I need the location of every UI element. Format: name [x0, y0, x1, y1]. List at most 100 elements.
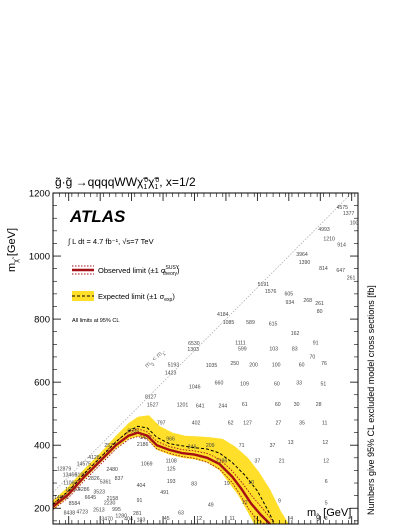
cross-section-value: 797: [157, 421, 166, 427]
cross-section-value: 491: [160, 490, 169, 496]
cross-section-value: 1423: [165, 370, 177, 376]
cross-section-value: 1035: [206, 363, 218, 369]
y-tick-label: 800: [34, 315, 50, 326]
cross-section-value: 14575: [77, 462, 92, 468]
cross-section-value: 6645: [85, 495, 97, 501]
cross-section-value: 12879: [57, 466, 72, 472]
chart-title: g̃·g̃ →qqqqWWχ̃10χ̃10, x=1/2: [55, 175, 196, 191]
cross-section-value: 63: [178, 511, 184, 517]
cross-section-value: 1280: [115, 513, 127, 519]
cross-section-value: 2186: [216, 459, 228, 465]
cross-section-value: 100: [272, 362, 281, 368]
cross-section-value: 647: [336, 268, 345, 274]
legend-expected: Expected limit (±1 σexp): [98, 292, 175, 303]
cross-section-value: 21: [279, 459, 285, 465]
cross-section-value: 934: [285, 300, 294, 306]
cross-section-value: 4128: [88, 455, 100, 461]
cross-section-value: 3470: [101, 517, 113, 523]
cross-section-value: 5191: [258, 282, 270, 288]
cross-section-value: 2573: [104, 443, 116, 449]
cross-section-value: 19: [224, 481, 230, 487]
cross-section-value: 37: [255, 459, 261, 465]
cross-section-value: 404: [137, 483, 146, 489]
cross-section-value: 51: [321, 381, 327, 387]
legend-observed: Observed limit (±1 σSUSY theory): [98, 265, 180, 277]
cross-section-value: 244: [218, 403, 227, 409]
cross-section-value: 80: [317, 309, 323, 315]
cross-section-value: 914: [337, 243, 346, 249]
cross-section-value: 1046: [189, 384, 201, 390]
cross-section-value: 9: [278, 499, 281, 505]
cross-section-value: 1007: [350, 221, 362, 227]
cross-section-value: 5: [325, 501, 328, 507]
cross-section-value: 6530: [188, 341, 200, 347]
y-tick-label: 600: [34, 378, 50, 389]
y-tick-label: 1000: [29, 252, 50, 263]
cross-section-value: 11: [230, 516, 235, 522]
cross-section-value: 13: [288, 440, 294, 446]
cross-section-value: 109: [240, 381, 249, 387]
cross-section-value: 1483: [140, 435, 152, 441]
cross-section-value: 8584: [69, 501, 81, 507]
cross-section-value: 261: [315, 301, 324, 307]
cross-section-value: 1069: [141, 462, 153, 468]
cross-section-value: 250: [230, 361, 239, 367]
cross-section-value: 1303: [187, 347, 199, 353]
cross-section-value: 2186: [137, 442, 149, 448]
cross-section-value: 4: [290, 516, 293, 522]
cross-section-value: 1085: [223, 320, 235, 326]
cross-section-value: 966: [166, 437, 175, 443]
cross-section-value: 8127: [145, 395, 157, 401]
cross-section-value: 2480: [106, 467, 118, 473]
cross-section-value: 49: [208, 502, 214, 508]
cross-section-value: 2513: [93, 508, 105, 514]
cross-section-value: 125: [167, 466, 176, 472]
cross-section-value: 1210: [323, 236, 335, 242]
cross-section-value: 83: [191, 482, 197, 488]
diagonal-label: mg̃ < mχ̃: [144, 347, 168, 370]
cross-section-value: 1201: [177, 403, 189, 409]
cross-section-value: 71: [239, 443, 245, 449]
cross-section-value: 60: [275, 402, 281, 408]
cross-section-value: 162: [291, 331, 300, 337]
cross-section-value: 37: [270, 443, 276, 449]
cross-section-value: 402: [192, 421, 201, 427]
cross-section-value: 589: [246, 320, 255, 326]
cross-section-value: 268: [303, 298, 312, 304]
cross-section-value: 995: [112, 507, 121, 513]
cross-section-value: 62: [228, 421, 234, 427]
cross-section-value: 660: [215, 381, 224, 387]
cross-section-value: 1390: [299, 260, 311, 266]
expected-band: [53, 415, 289, 524]
cross-section-value: 5193: [168, 362, 180, 368]
cross-section-value: 2230: [104, 501, 116, 507]
cross-section-value: 11: [322, 421, 327, 427]
cross-section-value: 12: [322, 440, 328, 446]
cross-section-value: 3523: [93, 489, 105, 495]
cross-section-value: 33: [296, 381, 302, 387]
cross-section-value: 30: [294, 402, 300, 408]
cross-section-value: 13460: [63, 473, 78, 479]
cross-section-value: 60: [299, 362, 305, 368]
cross-section-value: 2826: [88, 476, 100, 482]
cross-section-value: 1111: [235, 340, 245, 346]
y-tick-label: 200: [34, 504, 50, 515]
cross-section-value: 12: [196, 516, 202, 522]
observed-limit-line: [53, 431, 271, 524]
cross-section-value: 837: [115, 476, 124, 482]
x-axis-title: mg̃ [GeV]: [307, 507, 351, 521]
y-tick-label: 400: [34, 441, 50, 452]
cross-section-value: 4723: [76, 510, 88, 516]
cross-section-value: 3964: [296, 252, 308, 258]
cross-section-value: 599: [238, 347, 247, 353]
cross-section-value: 12: [323, 459, 329, 465]
cross-section-value: 814: [319, 266, 328, 272]
cross-section-value: 91: [313, 340, 319, 346]
cross-section-value: 261: [347, 276, 356, 282]
plot-frame: [52, 192, 359, 525]
cross-section-value: 5198: [75, 473, 87, 479]
cross-section-value: 1527: [147, 403, 159, 409]
cross-section-value: 127: [243, 421, 252, 427]
